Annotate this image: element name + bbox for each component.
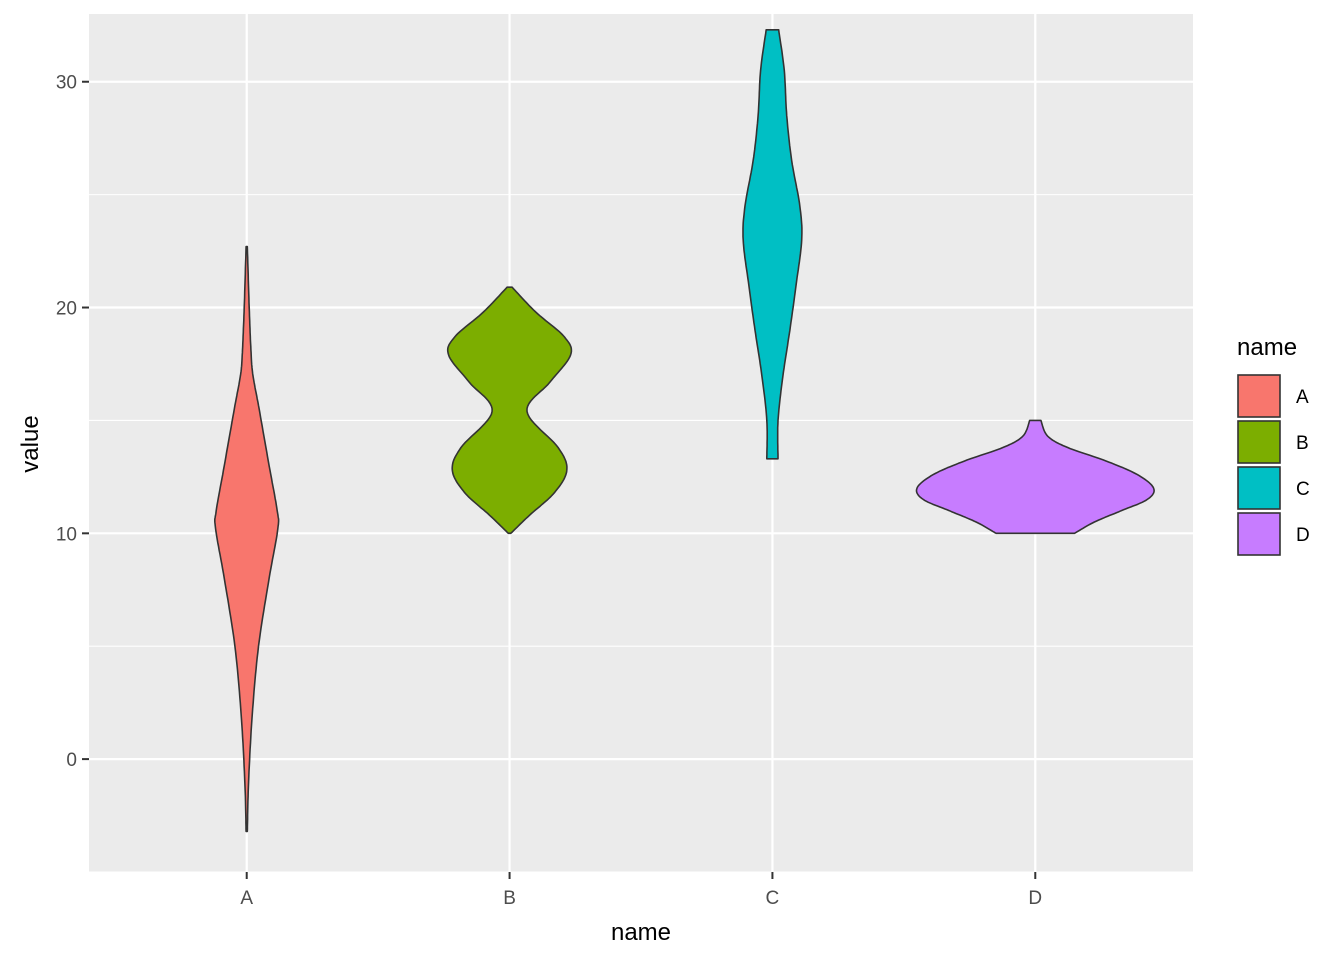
x-axis-title: name xyxy=(611,919,671,946)
x-tick-label: A xyxy=(240,888,253,909)
minor-gridlines xyxy=(89,194,1193,873)
y-tick-label: 0 xyxy=(66,750,77,771)
x-tick-label: C xyxy=(766,888,780,909)
x-axis: A B C D xyxy=(240,872,1042,909)
y-axis: 0 10 20 30 xyxy=(56,73,89,771)
x-tick-label: D xyxy=(1028,888,1042,909)
legend-key-B xyxy=(1237,420,1281,464)
violin-B xyxy=(446,286,573,535)
panel-background xyxy=(89,14,1193,872)
legend-title: name xyxy=(1237,334,1297,361)
legend-label: A xyxy=(1296,387,1309,408)
y-tick-label: 10 xyxy=(56,524,77,545)
y-tick-label: 20 xyxy=(56,299,77,320)
x-tick-label: B xyxy=(503,888,516,909)
legend-key-C xyxy=(1237,466,1281,510)
legend-key-D xyxy=(1237,512,1281,556)
violin-C xyxy=(742,29,803,460)
legend-label: C xyxy=(1296,479,1310,500)
y-axis-title: value xyxy=(17,415,44,472)
violins xyxy=(214,29,1155,833)
legend: name A B C D xyxy=(1237,334,1310,556)
violin-A xyxy=(214,245,280,833)
violin-D xyxy=(915,419,1155,535)
legend-key-A xyxy=(1237,374,1281,418)
legend-label: B xyxy=(1296,433,1309,454)
legend-label: D xyxy=(1296,525,1310,546)
y-tick-label: 30 xyxy=(56,73,77,94)
